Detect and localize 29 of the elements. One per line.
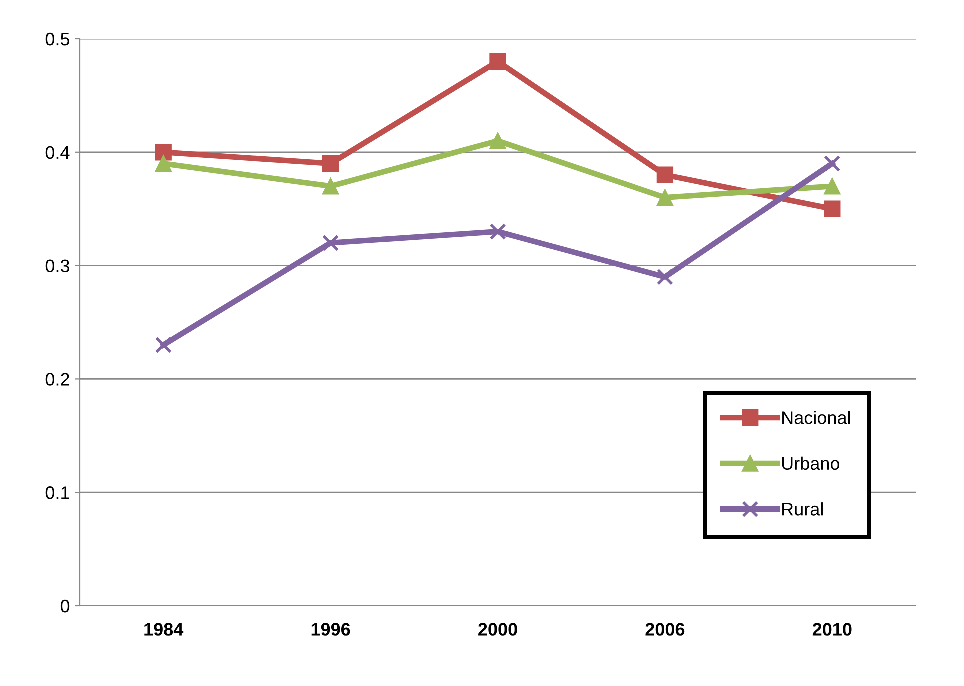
y-tick-label: 0.2 <box>46 373 70 386</box>
legend-label: Rural <box>782 502 823 516</box>
x-tick-label: 1984 <box>144 623 184 636</box>
x-tick-label: 2010 <box>812 623 852 636</box>
point <box>322 178 340 195</box>
point <box>490 223 506 240</box>
legend-label: Nacional <box>782 411 850 424</box>
y-tick-label: 0.3 <box>46 260 70 273</box>
y-tick-label: 0.5 <box>46 32 70 46</box>
x-tick-label: 2006 <box>646 623 685 636</box>
x-tick-label: 1996 <box>312 623 350 636</box>
point <box>155 155 172 172</box>
point <box>490 132 506 150</box>
x-tick-label: 2000 <box>478 623 518 636</box>
point <box>322 234 340 252</box>
point <box>490 53 506 70</box>
legend-label: Urbano <box>782 456 840 470</box>
point <box>656 166 674 184</box>
y-tick-label: 0.1 <box>46 486 70 500</box>
point <box>155 144 172 161</box>
y-tick-label: 0.4 <box>46 146 70 160</box>
point <box>824 200 841 218</box>
point <box>656 189 674 206</box>
point <box>824 178 841 195</box>
point <box>322 155 340 172</box>
point <box>824 155 841 172</box>
point <box>155 336 172 354</box>
point <box>656 268 674 286</box>
y-tick-label: 0 <box>60 600 70 613</box>
